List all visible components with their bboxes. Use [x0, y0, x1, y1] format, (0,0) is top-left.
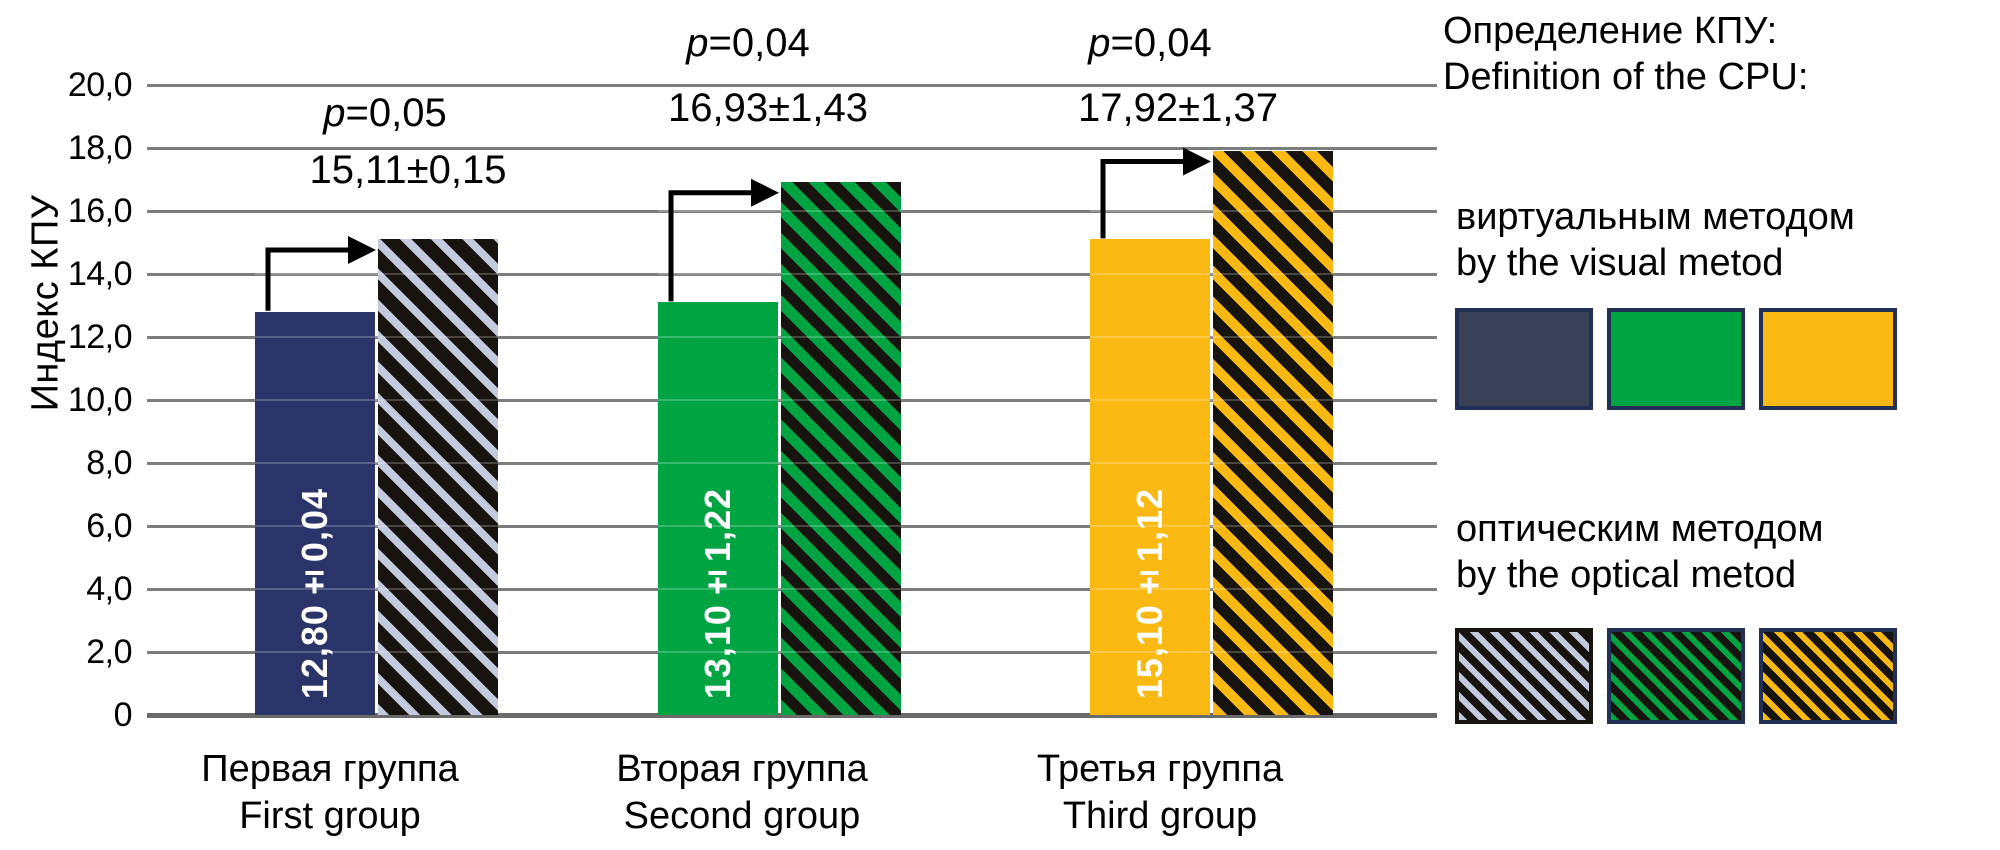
x-label-en: Third group: [1062, 795, 1258, 837]
legend-swatch-hatched: [1455, 628, 1593, 724]
bar-solid: 12,80±0,04: [255, 311, 375, 715]
gridline-overlay: [658, 525, 901, 527]
legend-title-ru: Определение КПУ:: [1443, 10, 1778, 52]
legend-visual-label-ru: виртуальным методом: [1456, 196, 1855, 238]
gridline-overlay: [658, 651, 901, 653]
gridline-overlay: [255, 399, 498, 401]
bar-hatched: [378, 239, 498, 715]
arrow-head-icon: [348, 236, 376, 265]
arrow-line: [668, 190, 757, 302]
gridline-overlay: [658, 399, 901, 401]
y-tick-label: 8,0: [86, 444, 132, 482]
x-label-ru: Третья группа: [1036, 748, 1284, 790]
bar-value-label: 15,10±1,12: [1129, 487, 1170, 699]
gridline-overlay: [658, 588, 901, 590]
y-tick-label: 6,0: [86, 507, 132, 545]
y-tick-label: 20,0: [67, 66, 133, 104]
legend-title-en: Definition of the CPU:: [1443, 56, 1809, 98]
gridline-overlay: [658, 273, 901, 275]
legend-swatch-solid: [1455, 308, 1593, 410]
hatched-value-annotation: 15,11±0,15: [309, 148, 507, 192]
x-label-en: Second group: [623, 795, 861, 837]
arrow-line: [265, 247, 354, 311]
legend-swatch-hatched: [1759, 628, 1897, 724]
arrow-head-icon: [1183, 147, 1211, 176]
bar-hatched: [1213, 150, 1333, 715]
legend-optical-label-en: by the optical metod: [1456, 554, 1797, 596]
y-tick-label: 18,0: [67, 129, 133, 167]
x-category-label: Вторая группа Second group: [562, 746, 922, 840]
gridline-overlay: [255, 273, 498, 275]
y-tick-label: 16,0: [67, 192, 133, 230]
arrow-line: [1100, 159, 1189, 239]
bar-solid: 15,10±1,12: [1090, 239, 1210, 715]
p-value-annotation: p=0,05: [323, 91, 447, 135]
gridline-overlay: [255, 651, 498, 653]
y-tick-label: 10,0: [67, 381, 133, 419]
legend-visual-label: виртуальным методом by the visual metod: [1456, 194, 1855, 286]
y-tick-label: 4,0: [86, 570, 132, 608]
legend-title: Определение КПУ: Definition of the CPU:: [1443, 8, 1808, 100]
gridline-overlay: [255, 525, 498, 527]
hatched-value-annotation: 17,92±1,37: [1078, 86, 1278, 130]
gridline-overlay: [1090, 399, 1333, 401]
legend-visual-label-en: by the visual metod: [1456, 242, 1784, 284]
legend-swatch-solid: [1607, 308, 1745, 410]
gridline: [147, 147, 1437, 150]
gridline-overlay: [1090, 273, 1333, 275]
hatched-value-annotation: 16,93±1,43: [668, 86, 868, 130]
p-value-annotation: p=0,04: [686, 21, 810, 65]
gridline-overlay: [1090, 462, 1333, 464]
p-value-annotation: p=0,04: [1088, 21, 1212, 65]
x-label-ru: Первая группа: [201, 748, 459, 790]
legend-swatch-hatched: [1607, 628, 1745, 724]
gridline-overlay: [1090, 336, 1333, 338]
x-axis-baseline: [147, 713, 1437, 718]
x-label-en: First group: [239, 795, 421, 837]
y-tick-label: 12,0: [67, 318, 133, 356]
gridline-overlay: [1090, 588, 1333, 590]
gridline-overlay: [1090, 525, 1333, 527]
x-category-label: Третья группа Third group: [980, 746, 1340, 840]
gridline-overlay: [1090, 210, 1333, 212]
y-tick-label: 14,0: [67, 255, 133, 293]
bar-value-label: 13,10±1,22: [697, 487, 738, 699]
gridline: [147, 84, 1437, 87]
x-label-ru: Вторая группа: [616, 748, 868, 790]
arrow-head-icon: [751, 178, 779, 207]
bar-value-wrap: 13,10±1,22: [697, 488, 739, 699]
bar-solid: 13,10±1,22: [658, 302, 778, 715]
gridline-overlay: [255, 462, 498, 464]
bar-value-label: 12,80±0,04: [294, 487, 335, 699]
legend-optical-label-ru: оптическим методом: [1456, 508, 1824, 550]
x-category-label: Первая группа First group: [150, 746, 510, 840]
gridline-overlay: [658, 336, 901, 338]
gridline-overlay: [1090, 651, 1333, 653]
bar-value-wrap: 12,80±0,04: [294, 488, 336, 699]
gridline-overlay: [658, 462, 901, 464]
legend-swatch-solid: [1759, 308, 1897, 410]
y-tick-label: 2,0: [86, 633, 132, 671]
gridline-overlay: [255, 588, 498, 590]
gridline-overlay: [255, 336, 498, 338]
y-tick-label: 0: [113, 696, 133, 734]
bar-hatched: [781, 181, 901, 715]
gridline-overlay: [658, 210, 901, 212]
bar-value-wrap: 15,10±1,12: [1129, 488, 1171, 699]
legend-optical-label: оптическим методом by the optical metod: [1456, 506, 1824, 598]
